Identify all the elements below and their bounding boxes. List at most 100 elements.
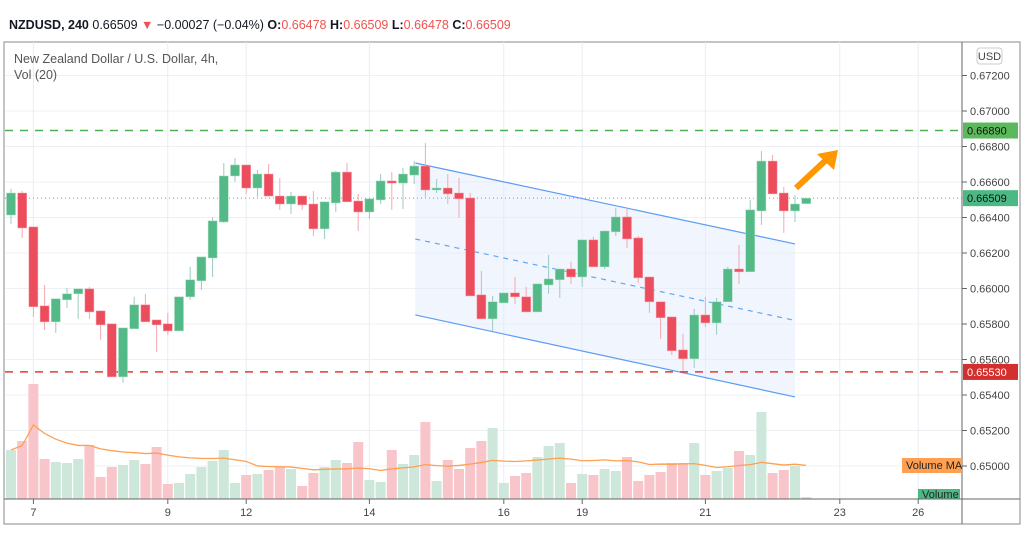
candle[interactable] xyxy=(129,296,139,330)
candle-body xyxy=(62,293,72,301)
candle[interactable] xyxy=(62,287,72,308)
volume-bar xyxy=(73,459,84,499)
x-tick-label: 12 xyxy=(240,507,252,519)
candle[interactable] xyxy=(342,163,352,203)
candle[interactable] xyxy=(543,254,554,294)
candle[interactable] xyxy=(353,193,363,231)
candle[interactable] xyxy=(499,292,509,304)
candle[interactable] xyxy=(622,206,632,248)
candle[interactable] xyxy=(555,268,565,298)
price-axis[interactable]: 0.67200 0.67000 0.66800 0.66600 0.66400 0.662… xyxy=(962,71,1010,474)
candle[interactable] xyxy=(476,270,487,320)
candle[interactable] xyxy=(734,244,744,284)
candle[interactable] xyxy=(790,194,800,222)
candle[interactable] xyxy=(297,195,307,210)
candle[interactable] xyxy=(588,236,599,268)
candle[interactable] xyxy=(174,296,184,332)
candle[interactable] xyxy=(599,230,610,269)
support-tag xyxy=(963,363,1018,380)
volume-bar xyxy=(622,457,632,499)
candle[interactable] xyxy=(577,239,587,287)
candle[interactable] xyxy=(51,298,61,333)
candle[interactable] xyxy=(611,207,621,236)
y-tick-label: 0.66600 xyxy=(970,177,1010,189)
candle[interactable] xyxy=(510,276,520,304)
candle-body xyxy=(84,288,95,313)
candle[interactable] xyxy=(644,276,655,313)
candle[interactable] xyxy=(185,266,195,300)
volume-bar xyxy=(577,474,588,499)
candle[interactable] xyxy=(667,316,677,355)
candle[interactable] xyxy=(689,308,699,368)
candle-body xyxy=(308,203,319,230)
candle[interactable] xyxy=(286,191,296,214)
volume-bar xyxy=(700,475,711,499)
high-label: H: xyxy=(329,18,344,32)
candle[interactable] xyxy=(801,197,811,204)
candle[interactable] xyxy=(84,286,95,319)
candle[interactable] xyxy=(163,312,173,335)
candle-body xyxy=(510,292,520,298)
candle[interactable] xyxy=(454,177,464,218)
candle[interactable] xyxy=(364,198,375,219)
candle[interactable] xyxy=(431,178,442,194)
candle[interactable] xyxy=(207,216,218,277)
candle[interactable] xyxy=(566,261,576,284)
candle[interactable] xyxy=(252,169,263,197)
candle-body xyxy=(644,276,655,303)
candle[interactable] xyxy=(711,297,722,335)
chart-legend-title: New Zealand Dollar / U.S. Dollar, 4h, xyxy=(14,52,219,66)
candle[interactable] xyxy=(678,333,688,371)
candle[interactable] xyxy=(756,150,767,225)
candle[interactable] xyxy=(375,174,386,205)
candle[interactable] xyxy=(6,188,16,224)
candle[interactable] xyxy=(28,226,39,317)
candle[interactable] xyxy=(275,177,285,210)
candle[interactable] xyxy=(487,295,498,331)
candle[interactable] xyxy=(140,293,151,323)
candle[interactable] xyxy=(331,170,341,212)
candle[interactable] xyxy=(263,164,274,197)
candle[interactable] xyxy=(95,310,106,340)
candle[interactable] xyxy=(241,164,251,194)
candle-body xyxy=(219,175,229,223)
candle[interactable] xyxy=(521,286,531,313)
candle[interactable] xyxy=(151,319,162,352)
volume-bar xyxy=(95,477,106,499)
candle-body xyxy=(420,165,431,191)
candle[interactable] xyxy=(465,193,475,297)
candle[interactable] xyxy=(39,284,50,330)
candle[interactable] xyxy=(723,266,733,303)
candle[interactable] xyxy=(532,283,543,313)
candle[interactable] xyxy=(767,155,778,195)
candle[interactable] xyxy=(118,327,128,383)
candle[interactable] xyxy=(219,163,229,224)
arrow-up-icon[interactable] xyxy=(793,150,838,191)
time-axis[interactable]: 7 9 12 14 16 19 21 23 26 xyxy=(30,499,924,519)
candle[interactable] xyxy=(420,142,431,197)
candle[interactable] xyxy=(387,172,397,210)
candle[interactable] xyxy=(700,296,711,327)
usd-button[interactable]: USD xyxy=(976,47,1003,65)
candle[interactable] xyxy=(319,201,330,239)
candle[interactable] xyxy=(443,174,453,205)
volume-bar xyxy=(465,448,476,499)
candle-body xyxy=(409,165,419,176)
volume-bar xyxy=(342,463,352,499)
x-tick-label: 14 xyxy=(363,507,375,519)
candle[interactable] xyxy=(779,186,789,233)
candle[interactable] xyxy=(308,191,319,236)
candle[interactable] xyxy=(745,199,755,273)
candle[interactable] xyxy=(17,191,27,238)
candle[interactable] xyxy=(633,235,643,283)
candle[interactable] xyxy=(655,301,666,339)
x-tick-label: 26 xyxy=(912,507,924,519)
candle[interactable] xyxy=(409,161,419,184)
candle[interactable] xyxy=(230,158,240,182)
candle[interactable] xyxy=(196,256,207,290)
candle[interactable] xyxy=(398,167,408,209)
candle[interactable] xyxy=(73,288,83,319)
candle[interactable] xyxy=(107,323,117,378)
candle-body xyxy=(196,256,207,282)
